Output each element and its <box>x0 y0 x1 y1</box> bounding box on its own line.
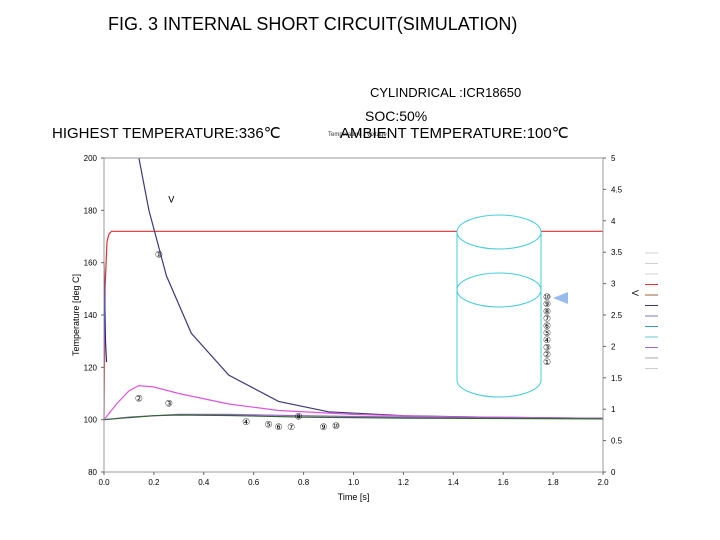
y-tick-label: 200 <box>84 154 98 163</box>
y2-tick-label: 1 <box>611 405 616 414</box>
y2-tick-label: 1.5 <box>611 374 623 383</box>
x-tick-label: 2.0 <box>597 478 609 487</box>
y2-tick-label: 3 <box>611 280 616 289</box>
x-tick-label: 0.4 <box>198 478 210 487</box>
x-tick-label: 0.6 <box>248 478 260 487</box>
x-tick-label: 0.2 <box>148 478 160 487</box>
series-line-1 <box>103 230 603 420</box>
inset-number: ⑩ <box>543 293 551 303</box>
y2-tick-label: 5 <box>611 154 616 163</box>
y-tick-label: 100 <box>84 416 98 425</box>
tiny-legend-text: Temperature / Voltage <box>328 132 387 138</box>
y2-tick-label: 2 <box>611 342 616 351</box>
cylinder-body <box>457 232 541 380</box>
x-axis-label: Time [s] <box>338 492 370 502</box>
x-tick-label: 0.0 <box>98 478 110 487</box>
x-tick-label: 0.8 <box>298 478 310 487</box>
inset-number: ⑤ <box>543 329 551 339</box>
highest-temperature-label: HIGHEST TEMPERATURE:336℃ <box>52 125 281 142</box>
y2-tick-label: 3.5 <box>611 248 623 257</box>
y2-tick-label: 2.5 <box>611 311 623 320</box>
annotation-marker: ⑥ <box>275 423 283 433</box>
inset-number: ③ <box>543 343 551 353</box>
y2-tick-label: 4.5 <box>611 185 623 194</box>
y2-tick-label: 0.5 <box>611 437 623 446</box>
soc-label: SOC:50% <box>365 108 428 124</box>
inset-number: ⑦ <box>543 315 551 325</box>
y-tick-label: 140 <box>84 311 98 320</box>
annotation-marker: ① <box>155 250 163 260</box>
x-tick-label: 1.0 <box>348 478 360 487</box>
inset-number: ⑨ <box>543 300 551 310</box>
annotation-marker: ⑧ <box>295 413 303 423</box>
chart-axes: 0.0 0.2 0.4 0.6 0.8 1.0 1.2 1.4 1.6 1.8 2.08010012… <box>71 154 640 502</box>
x-tick-label: 1.2 <box>398 478 410 487</box>
annotation-marker: ⑦ <box>287 423 295 433</box>
annotation-marker: V <box>168 195 175 205</box>
cylinder-mid-ring <box>456 272 542 308</box>
y-tick-label: 120 <box>84 363 98 372</box>
cylinder-top <box>456 214 542 250</box>
y2-tick-label: 0 <box>611 468 616 477</box>
annotation-marker: ④ <box>242 418 250 428</box>
x-tick-label: 1.8 <box>548 478 560 487</box>
inset-number: ④ <box>543 336 551 346</box>
y-tick-label: 160 <box>84 259 98 268</box>
y-tick-label: 180 <box>84 206 98 215</box>
y2-axis-label: V <box>630 290 640 296</box>
cell-type-label: CYLINDRICAL :ICR18650 <box>370 85 522 100</box>
series-line-3 <box>103 384 604 421</box>
y2-tick-label: 4 <box>611 217 616 226</box>
inset-pointer-arrow <box>553 292 568 304</box>
figure-title: FIG. 3 INTERNAL SHORT CIRCUIT(SIMULATION… <box>108 14 518 34</box>
series-line-5 <box>103 414 604 421</box>
y-tick-label: 80 <box>88 468 97 477</box>
y-axis-label: Temperature [deg C] <box>71 274 81 356</box>
annotation-marker: ⑩ <box>332 422 340 432</box>
annotation-layer: V ① ② ③ ④ ⑤ ⑥ ⑦⑧ ⑨ ⑩ <box>135 195 340 433</box>
ambient-temperature-label: AMBIENT TEMPERATURE:100℃ <box>340 125 569 142</box>
annotation-marker: ② <box>135 394 143 404</box>
annotation-marker: ⑨ <box>320 423 328 433</box>
legend-swatches <box>645 252 658 369</box>
x-tick-label: 1.6 <box>498 478 510 487</box>
annotation-marker: ③ <box>165 400 173 410</box>
cylinder-bottom <box>456 379 542 398</box>
annotation-marker: ⑤ <box>265 421 273 431</box>
inset-number: ⑥ <box>543 322 551 332</box>
inset-number: ① <box>543 358 551 368</box>
inset-number: ② <box>543 351 551 361</box>
inset-number: ⑧ <box>543 307 551 317</box>
x-tick-label: 1.4 <box>448 478 460 487</box>
